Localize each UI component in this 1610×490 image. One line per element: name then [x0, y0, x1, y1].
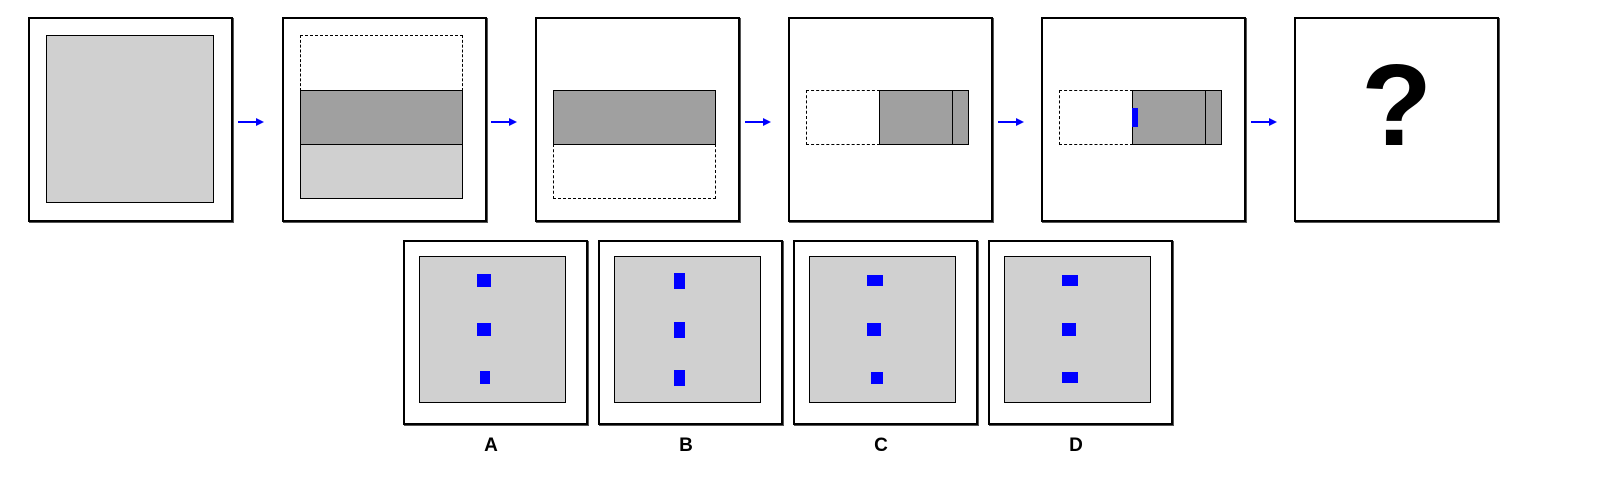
paper-square: [46, 35, 214, 203]
option-c-label[interactable]: C: [874, 435, 888, 456]
hole: [867, 275, 883, 286]
hole: [867, 323, 881, 336]
step-1-panel: [28, 17, 233, 222]
question-mark: ?: [1361, 40, 1432, 170]
folded-strip: [1132, 90, 1222, 145]
fold-outline-left: [1059, 90, 1133, 145]
fold-outline-left: [806, 90, 880, 145]
hole: [1062, 372, 1078, 383]
option-b-label[interactable]: B: [679, 435, 693, 456]
hole: [674, 273, 685, 289]
fold-edge-line: [1205, 90, 1206, 145]
hole: [477, 323, 491, 336]
right-arrow-icon: [238, 118, 264, 126]
hole: [674, 370, 685, 386]
unfolded-paper: [614, 256, 761, 403]
option-d-panel[interactable]: [988, 240, 1173, 425]
hole: [871, 372, 883, 384]
right-arrow-icon: [745, 118, 771, 126]
option-c-panel[interactable]: [793, 240, 978, 425]
right-arrow-icon: [1251, 118, 1277, 126]
step-2-panel: [282, 17, 487, 222]
paper-bottom-part: [300, 144, 463, 199]
folded-strip: [553, 90, 716, 145]
right-arrow-icon: [491, 118, 517, 126]
option-a-panel[interactable]: [403, 240, 588, 425]
step-3-panel: [535, 17, 740, 222]
right-arrow-icon: [998, 118, 1024, 126]
step-5-panel: [1041, 17, 1246, 222]
folded-strip: [879, 90, 969, 145]
fold-outline-bottom: [553, 144, 716, 199]
folded-strip: [300, 90, 463, 145]
hole: [480, 371, 490, 384]
hole: [1062, 275, 1078, 286]
fold-edge-line: [952, 90, 953, 145]
punched-hole: [1132, 108, 1138, 127]
hole: [477, 274, 491, 287]
fold-outline-top: [300, 35, 463, 91]
answer-panel: ?: [1294, 17, 1499, 222]
option-a-label[interactable]: A: [484, 435, 498, 456]
unfolded-paper: [419, 256, 566, 403]
option-d-label[interactable]: D: [1069, 435, 1083, 456]
hole: [674, 322, 685, 338]
step-4-panel: [788, 17, 993, 222]
option-b-panel[interactable]: [598, 240, 783, 425]
hole: [1062, 323, 1076, 336]
